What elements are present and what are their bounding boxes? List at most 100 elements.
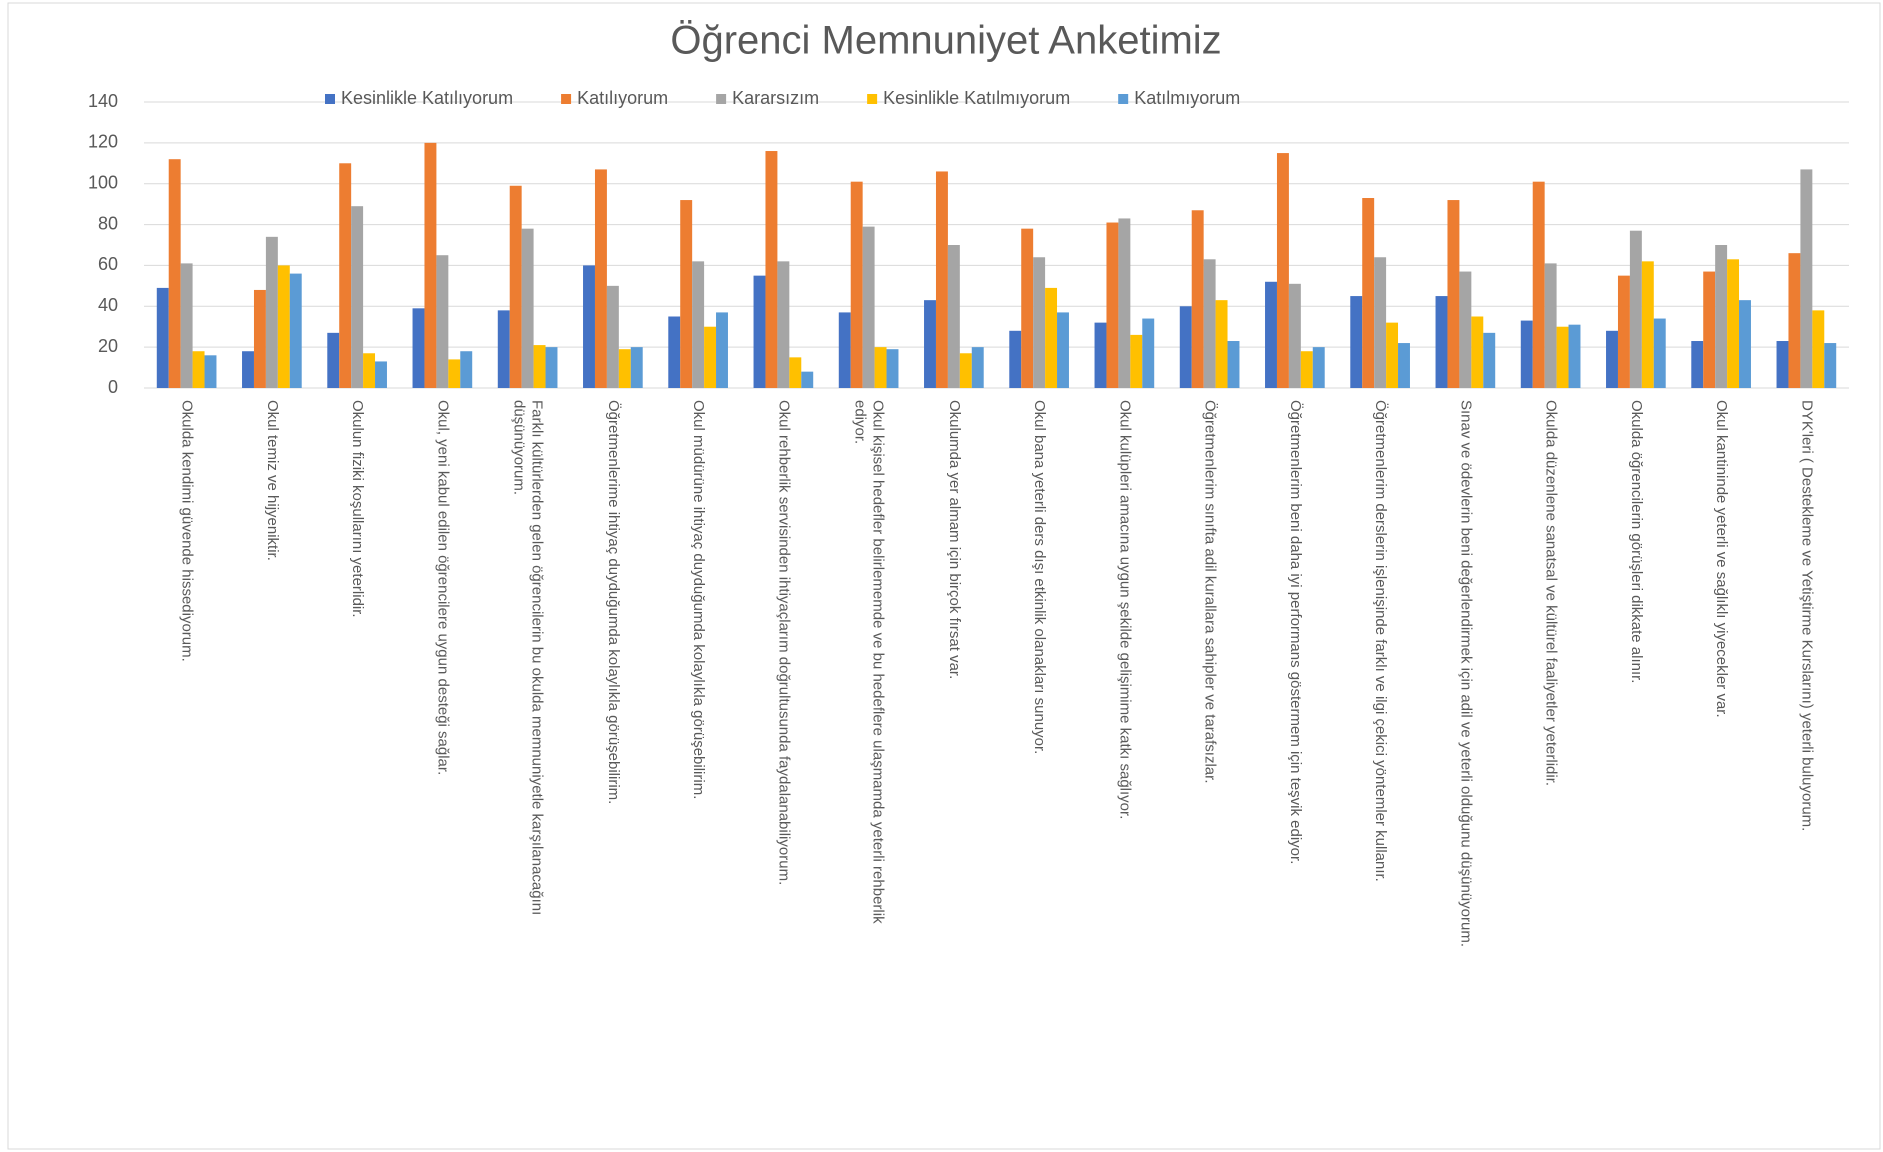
- bar: [924, 300, 936, 388]
- bar: [1386, 322, 1399, 388]
- bar: [1459, 271, 1472, 388]
- bar: [1824, 343, 1837, 388]
- x-tick-label: Okulda kendimi güvende hissediyorum.: [179, 400, 196, 662]
- bar: [1033, 257, 1046, 388]
- bar: [1447, 200, 1460, 388]
- bar: [1215, 300, 1228, 388]
- bar: [253, 289, 266, 388]
- bar: [1288, 283, 1301, 388]
- y-tick-label: 80: [98, 213, 118, 233]
- x-tick-label: Okul kişisel hedefler belirlememde ve bu…: [852, 400, 887, 924]
- legend-swatch: [561, 94, 572, 104]
- x-tick-label: Okul, yeni kabul edilen öğrencilere uygu…: [434, 400, 451, 775]
- bar: [1045, 287, 1058, 388]
- bar: [1312, 347, 1325, 388]
- bar: [424, 142, 437, 388]
- x-tick-label: Okulun fiziki koşullarını yeterlidir.: [349, 400, 366, 618]
- bar: [606, 285, 619, 388]
- legend-swatch: [1118, 94, 1129, 104]
- bar: [521, 228, 534, 388]
- bar: [1715, 245, 1728, 388]
- bar: [947, 245, 960, 388]
- x-tick-label: Okul kulüpleri amacına uygun şekilde gel…: [1116, 400, 1133, 819]
- bar: [1435, 296, 1448, 388]
- bar: [801, 371, 814, 388]
- bar: [412, 308, 425, 388]
- bar: [1532, 181, 1545, 388]
- bar: [1483, 332, 1496, 388]
- y-tick-label: 120: [88, 132, 118, 152]
- bar: [1094, 322, 1107, 388]
- bar: [1703, 271, 1716, 388]
- x-tick-label: Öğretmenlerim beni daha iyi performans g…: [1287, 400, 1305, 864]
- bar: [1398, 343, 1410, 388]
- x-tick-label: Farklı kültürlerden gelen öğrencilerin b…: [511, 400, 546, 915]
- bar: [509, 185, 522, 388]
- bar: [1812, 310, 1825, 388]
- bar: [1057, 312, 1069, 388]
- legend-label: Kesinlikle Katılmıyorum: [883, 88, 1070, 108]
- bar: [838, 312, 851, 388]
- bar: [242, 351, 254, 388]
- x-tick-label: Okulda öğrencilerin görüşleri dikkate al…: [1628, 400, 1645, 683]
- bar: [765, 151, 778, 388]
- bar: [375, 361, 387, 388]
- x-tick-label: Okul bana yeterli ders dışı etkinlik ola…: [1031, 400, 1048, 754]
- bar: [1617, 275, 1630, 388]
- y-tick-label: 40: [98, 295, 118, 315]
- y-tick-label: 100: [88, 172, 118, 192]
- bar: [265, 236, 278, 388]
- y-tick-label: 0: [108, 377, 118, 397]
- bar: [436, 255, 449, 388]
- x-tick-label: Okul rehberlik servisinden ihtiyaçlarım …: [775, 400, 792, 885]
- bar: [1106, 222, 1119, 388]
- bar: [460, 351, 473, 388]
- bar: [850, 181, 863, 388]
- bar: [192, 351, 205, 388]
- bar: [289, 273, 302, 388]
- bar: [1471, 316, 1484, 388]
- legend-label: Katılıyorum: [577, 88, 668, 108]
- bar: [1350, 296, 1363, 388]
- x-tick-label: Okulda düzenlene sanatsal ve kültürel fa…: [1543, 400, 1560, 786]
- bar: [1276, 153, 1289, 388]
- x-tick-label: Okul temiz ve hijyeniktir.: [264, 400, 281, 561]
- bar: [1142, 318, 1155, 388]
- y-tick-label: 60: [98, 254, 118, 274]
- bar: [1568, 324, 1581, 388]
- bar: [753, 275, 766, 388]
- bar: [204, 355, 217, 388]
- legend-swatch: [325, 94, 335, 104]
- x-tick-label: Öğretmenlerime ihtiyaç duyduğumda kolayl…: [605, 400, 623, 804]
- bar: [1776, 341, 1789, 388]
- x-tick-label: Öğretmenlerim derslerin işlenişinde fark…: [1372, 400, 1390, 882]
- bar: [1520, 320, 1533, 388]
- x-tick-label: Öğretmenlerim sınıfta adil kurallara sah…: [1202, 400, 1220, 784]
- bar: [862, 226, 875, 388]
- bar: [935, 171, 948, 388]
- bar: [448, 359, 461, 388]
- x-tick-label: Okulumda yer almam için birçok fırsat va…: [946, 400, 963, 679]
- bar: [1021, 228, 1034, 388]
- bar: [327, 332, 340, 388]
- y-tick-label: 140: [88, 91, 118, 111]
- bar: [971, 347, 984, 388]
- legend-label: Kararsızım: [732, 88, 819, 108]
- bar: [1203, 259, 1216, 388]
- bar: [1118, 218, 1131, 388]
- bar: [959, 353, 972, 388]
- x-tick-label: DYK'leri ( Destekleme ve Yetiştirme Kurs…: [1798, 400, 1815, 831]
- bar: [777, 261, 790, 388]
- legend-label: Katılmıyorum: [1134, 88, 1240, 108]
- bar: [886, 349, 899, 388]
- bar: [618, 349, 631, 388]
- legend-swatch: [716, 94, 727, 104]
- bar: [545, 347, 558, 388]
- bar: [156, 287, 169, 388]
- bar: [1641, 261, 1654, 388]
- bar: [180, 263, 193, 388]
- x-tick-label: Sınav ve ödevlerin beni değerlendirmek i…: [1457, 400, 1474, 947]
- bar: [1227, 341, 1240, 388]
- bar: [1629, 230, 1642, 388]
- bar: [363, 353, 376, 388]
